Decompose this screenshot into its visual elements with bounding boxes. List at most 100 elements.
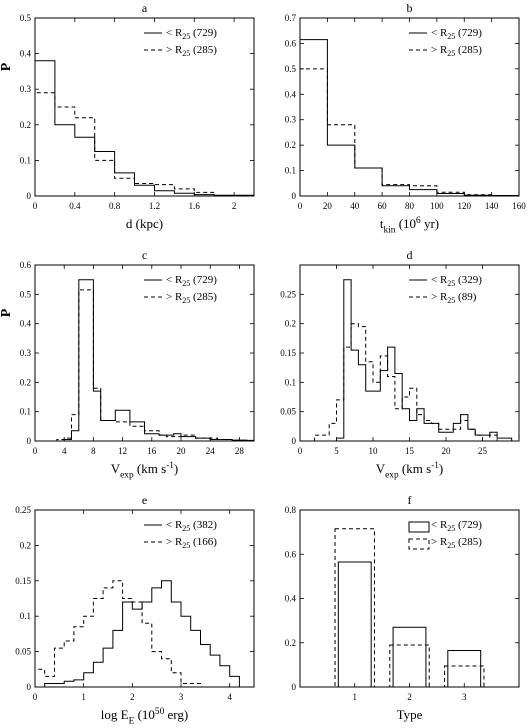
x-tick-label: 1: [81, 692, 86, 702]
x-tick-label: 20: [323, 201, 333, 211]
legend-text: < R25 (729): [431, 519, 482, 533]
series-line: [34, 60, 255, 196]
plot-frame: [299, 17, 520, 197]
legend-text: > R25 (166): [166, 536, 217, 550]
x-tick-label: 0: [298, 201, 303, 211]
x-tick-label: 15: [405, 446, 415, 456]
y-tick-label: 0.25: [280, 289, 296, 299]
legend-swatch: [408, 521, 430, 533]
legend-text: > R25 (285): [166, 44, 217, 58]
y-tick-label: 0.4: [285, 594, 297, 604]
bar: [444, 665, 485, 688]
x-tick-label: 20: [442, 446, 452, 456]
panel-title: e: [142, 493, 147, 507]
x-tick-label: 5: [334, 446, 339, 456]
x-axis-label: Vexp (km s-1): [111, 461, 179, 481]
y-tick-label: 0.6: [285, 38, 297, 48]
y-tick-label: 0.3: [285, 115, 297, 125]
y-tick-label: 0.5: [285, 64, 297, 74]
y-tick-label: 0.1: [20, 407, 31, 417]
y-tick-label: 0.6: [285, 549, 297, 559]
y-tick-label: 0.8: [285, 505, 297, 515]
y-tick-label: 0.7: [285, 13, 297, 23]
y-tick-label: 0.1: [285, 166, 296, 176]
y-tick-label: 0: [292, 436, 297, 446]
x-tick-label: 24: [206, 446, 216, 456]
x-axis-label: tkin (106 yr): [380, 216, 439, 236]
series-line: [300, 323, 519, 442]
x-tick-label: 0: [33, 201, 38, 211]
x-axis-label: d (kpc): [126, 216, 163, 231]
y-tick-label: 0.1: [285, 377, 296, 387]
panel-title: a: [142, 1, 148, 15]
x-tick-label: 140: [485, 201, 499, 211]
x-tick-label: 80: [405, 201, 415, 211]
x-axis-label: Type: [397, 707, 423, 722]
legend-text: < R25 (729): [431, 27, 482, 41]
y-axis-label: P: [0, 308, 14, 317]
x-tick-label: 4: [62, 446, 67, 456]
x-tick-label: 1: [353, 692, 358, 702]
y-tick-label: 0.3: [20, 348, 32, 358]
y-tick-label: 0.15: [15, 576, 31, 586]
x-tick-label: 12: [118, 446, 127, 456]
y-tick-label: 0: [27, 436, 32, 446]
x-tick-label: 0.8: [109, 201, 121, 211]
y-tick-label: 0.5: [20, 289, 32, 299]
y-tick-label: 0.2: [285, 319, 296, 329]
x-tick-label: 2: [232, 201, 237, 211]
x-tick-label: 25: [478, 446, 488, 456]
legend-swatch: [408, 538, 430, 550]
x-tick-label: 0: [33, 692, 38, 702]
legend-text: > R25 (285): [166, 291, 217, 305]
legend-text: > R25 (285): [431, 536, 482, 550]
x-tick-label: 20: [177, 446, 187, 456]
legend-text: < R25 (729): [166, 27, 217, 41]
x-tick-label: 0.4: [69, 201, 81, 211]
panel-e: e 0 0.05 0.1 0.15 0.2 0.25 0 1 2 3 4 log EE (1050 er…: [15, 493, 255, 727]
legend-text: > R25 (89): [431, 291, 477, 305]
x-tick-label: 100: [430, 201, 444, 211]
y-tick-label: 0.3: [20, 84, 32, 94]
panel-c: c 0 0.1 0.2 0.3 0.4 0.5 0.6 0 4 8 12 16 20 24 28 Vexp (k…: [0, 248, 255, 481]
plot-frame: [299, 509, 520, 688]
bar: [392, 626, 427, 688]
y-tick-label: 0: [292, 682, 297, 692]
legend-text: < R25 (329): [431, 274, 482, 288]
y-tick-label: 0.2: [285, 140, 296, 150]
legend-text: > R25 (285): [431, 44, 482, 58]
y-tick-label: 0.4: [285, 89, 297, 99]
x-tick-label: 10: [369, 446, 379, 456]
y-tick-label: 0.5: [20, 13, 32, 23]
legend-text: < R25 (382): [166, 519, 217, 533]
bar: [389, 644, 430, 688]
series-line: [35, 289, 254, 442]
series-line: [34, 580, 211, 688]
x-tick-label: 3: [462, 692, 467, 702]
x-tick-label: 0: [33, 446, 38, 456]
x-tick-label: 2: [130, 692, 135, 702]
y-tick-label: 0.6: [20, 260, 32, 270]
x-axis-label: log EE (1050 erg): [101, 707, 188, 727]
y-axis-label: P: [0, 62, 14, 71]
series-line: [299, 68, 519, 197]
x-tick-label: 160: [512, 201, 526, 211]
panel-title: f: [408, 493, 412, 507]
series-line: [34, 92, 254, 197]
y-tick-label: 0.2: [20, 377, 31, 387]
legend-text: < R25 (729): [166, 274, 217, 288]
series-line: [35, 279, 255, 442]
x-tick-label: 28: [235, 446, 245, 456]
x-tick-label: 60: [378, 201, 388, 211]
y-tick-label: 0.05: [15, 647, 31, 657]
plot-frame: [34, 509, 255, 688]
x-tick-label: 4: [227, 692, 232, 702]
panel-f: f 0 0.2 0.4 0.6 0.8 1 2 3 Type < R25 (729) > R25 (2…: [285, 493, 520, 722]
x-tick-label: 3: [179, 692, 184, 702]
panel-title: c: [142, 248, 147, 262]
y-tick-label: 0: [27, 682, 32, 692]
x-axis-label: Vexp (km s-1): [376, 461, 444, 481]
x-tick-label: 1.2: [149, 201, 160, 211]
series-line: [300, 279, 519, 442]
